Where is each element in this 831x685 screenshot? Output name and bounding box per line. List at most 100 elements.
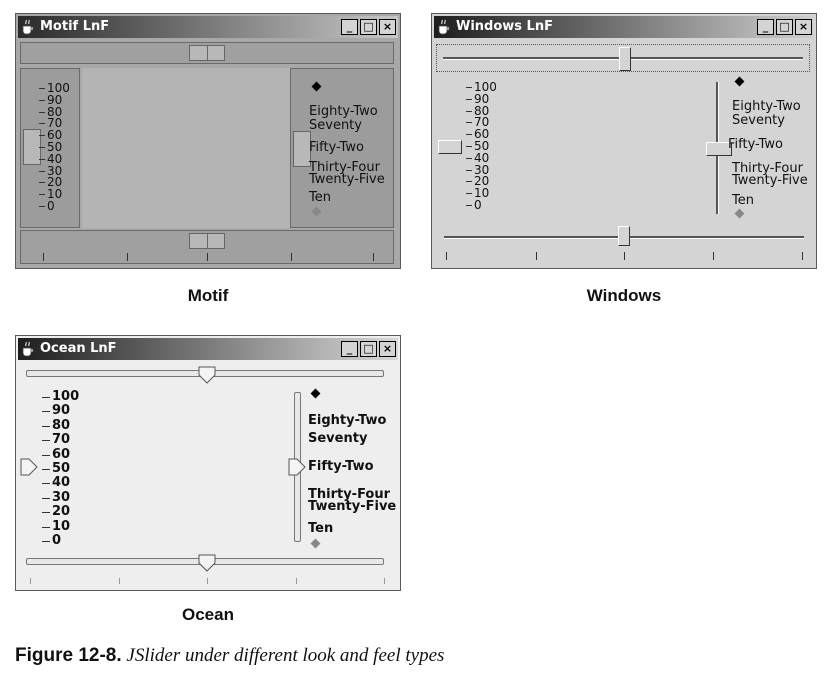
right-vertical-slider[interactable]: Eighty-Two Seventy Fifty-Two Thirty-Four… (288, 384, 400, 550)
scale-tick (39, 147, 45, 148)
scale-tick (39, 112, 45, 113)
maximize-button[interactable]: □ (776, 19, 793, 35)
scale-tick (42, 541, 50, 542)
maximize-button[interactable]: □ (360, 341, 377, 357)
window-title: Ocean LnF (40, 341, 117, 356)
minimize-button[interactable]: _ (341, 341, 358, 357)
label-eighty-two: Eighty-Two (308, 413, 387, 428)
window-title: Motif LnF (40, 19, 110, 34)
slider-thumb[interactable] (198, 366, 216, 384)
scale-tick (466, 146, 472, 147)
scale-tick (42, 455, 50, 456)
slider-thumb[interactable] (198, 554, 216, 572)
scale-tick (42, 397, 50, 398)
scale-label: 90 (474, 92, 490, 106)
scale-tick (42, 411, 50, 412)
top-horizontal-slider[interactable] (26, 366, 390, 388)
value-scale: 100 90 80 70 60 50 40 30 20 10 0 (42, 389, 98, 547)
bottom-horizontal-slider[interactable] (436, 226, 810, 262)
close-button[interactable]: × (379, 19, 396, 35)
right-vertical-slider[interactable]: Eighty-Two Seventy Fifty-Two Thirty-Four… (290, 68, 394, 228)
tick-mark (30, 578, 31, 584)
left-vertical-slider[interactable]: 100 90 80 70 60 50 40 30 20 10 0 (20, 68, 80, 228)
motif-titlebar[interactable]: Motif LnF _ □ × (18, 16, 398, 38)
scale-tick (39, 88, 45, 89)
bottom-horizontal-slider[interactable] (20, 230, 394, 264)
tick-mark (207, 253, 208, 261)
top-horizontal-slider[interactable] (20, 42, 394, 64)
scale-label: 60 (52, 447, 71, 462)
scale-tick (39, 206, 45, 207)
slider-thumb[interactable] (20, 458, 38, 476)
center-panel (82, 68, 290, 228)
tick-mark (127, 253, 128, 261)
label-twenty-five: Twenty-Five (309, 172, 385, 187)
minimize-button[interactable]: _ (757, 19, 774, 35)
slider-thumb[interactable] (619, 47, 631, 71)
right-vertical-slider[interactable]: Eighty-Two Seventy Fifty-Two Thirty-Four… (704, 74, 814, 232)
motif-window: Motif LnF _ □ × 100 90 80 70 60 50 40 30 20 10 0 E… (15, 13, 401, 269)
scale-label: 20 (474, 174, 490, 188)
scale-label: 50 (47, 140, 63, 154)
tick-mark (291, 253, 292, 261)
maximize-button[interactable]: □ (360, 19, 377, 35)
slider-thumb[interactable] (189, 233, 225, 249)
scale-tick (39, 171, 45, 172)
scale-label: 30 (474, 163, 490, 177)
scale-label: 50 (52, 461, 71, 476)
scale-label: 70 (52, 432, 71, 447)
minimize-button[interactable]: _ (341, 19, 358, 35)
scale-tick (42, 498, 50, 499)
scale-label: 10 (474, 186, 490, 200)
scale-tick (466, 99, 472, 100)
caption-ocean: Ocean (182, 605, 234, 624)
tick-mark (624, 252, 625, 260)
scale-label: 40 (52, 475, 71, 490)
caption-windows: Windows (586, 286, 662, 305)
scale-tick (39, 135, 45, 136)
label-seventy: Seventy (732, 113, 785, 128)
grey-diamond-icon (311, 206, 322, 217)
black-diamond-icon (734, 76, 745, 87)
scale-label: 100 (52, 389, 80, 404)
slider-thumb[interactable] (288, 458, 306, 476)
left-vertical-slider[interactable]: 100 90 80 70 60 50 40 30 20 10 0 (20, 389, 100, 552)
label-thirty-four: Thirty-Four (308, 487, 391, 502)
slider-thumb[interactable] (189, 45, 225, 61)
scale-tick (466, 111, 472, 112)
scale-tick (42, 469, 50, 470)
windows-titlebar[interactable]: Windows LnF _ □ × (434, 16, 814, 38)
scale-tick (466, 170, 472, 171)
scale-tick (42, 483, 50, 484)
tick-mark (802, 252, 803, 260)
windows-window: Windows LnF _ □ × 100 90 80 70 60 50 40 30 20 10 0… (431, 13, 817, 269)
label-thirty-four: Thirty-Four (309, 160, 380, 175)
left-vertical-slider[interactable]: 100 90 80 70 60 50 40 30 20 10 0 (438, 78, 508, 228)
ocean-titlebar[interactable]: Ocean LnF _ □ × (18, 338, 398, 360)
scale-label: 80 (47, 105, 63, 119)
scale-label: 90 (47, 93, 63, 107)
bottom-horizontal-slider[interactable] (26, 554, 390, 588)
grey-diamond-icon (310, 538, 321, 549)
value-scale: 100 90 80 70 60 50 40 30 20 10 0 (39, 82, 79, 213)
top-horizontal-slider[interactable] (436, 44, 810, 72)
scale-tick (466, 122, 472, 123)
slider-thumb[interactable] (618, 226, 630, 246)
scale-label: 90 (52, 403, 71, 418)
scale-tick (39, 123, 45, 124)
value-scale: 100 90 80 70 60 50 40 30 20 10 0 (466, 80, 506, 212)
scale-tick (42, 426, 50, 427)
scale-label: 70 (474, 115, 490, 129)
scale-tick (466, 181, 472, 182)
scale-label: 30 (52, 490, 71, 505)
scale-label: 100 (474, 80, 497, 94)
scale-tick (466, 205, 472, 206)
window-title: Windows LnF (456, 19, 553, 34)
figure-caption: Figure 12-8. JSlider under different loo… (15, 645, 444, 667)
close-button[interactable]: × (379, 341, 396, 357)
close-button[interactable]: × (795, 19, 812, 35)
slider-thumb[interactable] (706, 142, 732, 156)
slider-thumb[interactable] (293, 131, 311, 167)
scale-label: 30 (47, 164, 63, 178)
slider-thumb[interactable] (438, 140, 462, 154)
